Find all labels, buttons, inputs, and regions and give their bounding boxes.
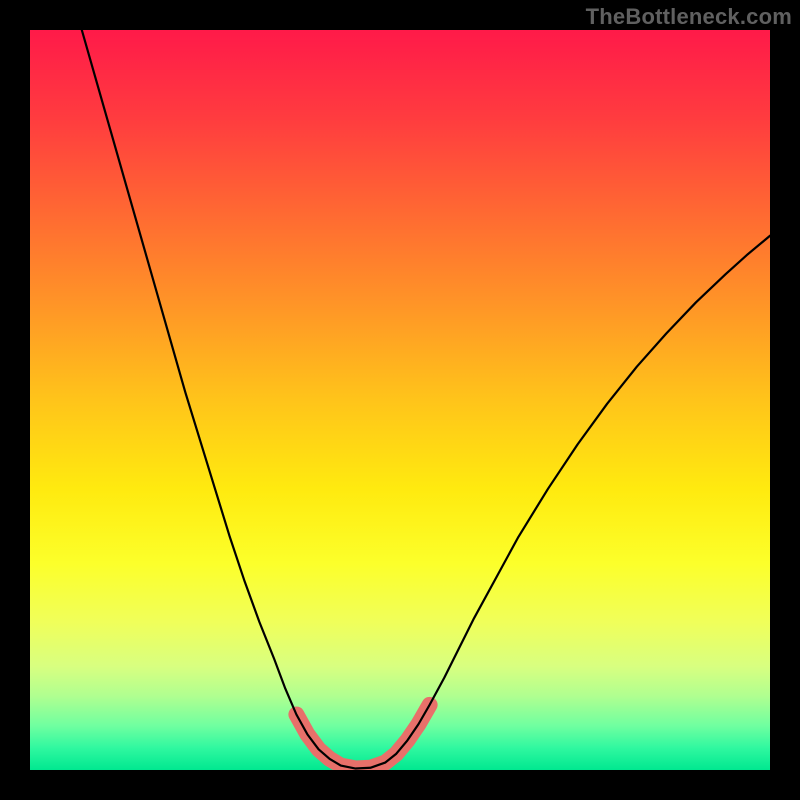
chart-container: TheBottleneck.com [0,0,800,800]
watermark-text: TheBottleneck.com [586,4,792,30]
bottleneck-chart [0,0,800,800]
plot-background [30,30,770,770]
